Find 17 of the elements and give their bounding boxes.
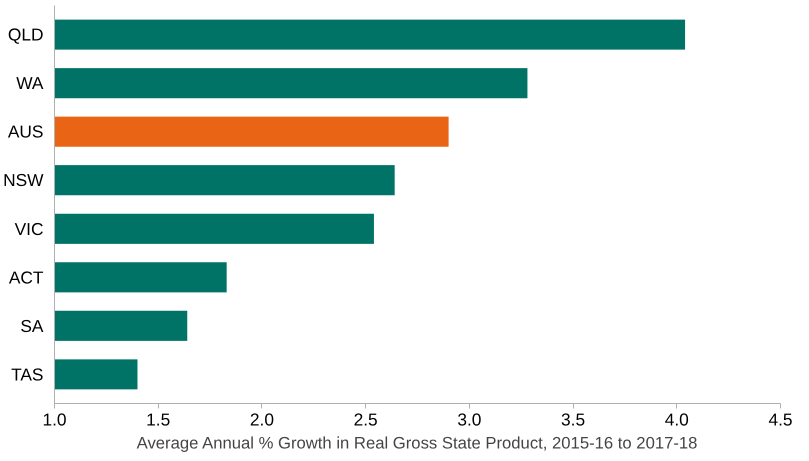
x-tick-label: 2.0 <box>250 410 274 430</box>
y-tick-label: NSW <box>3 170 44 190</box>
x-tick-label: 1.5 <box>146 410 170 430</box>
y-tick-label: QLD <box>8 24 44 45</box>
x-tick-label: 4.0 <box>664 410 689 430</box>
y-tick-label: SA <box>20 316 44 336</box>
x-tick-label: 3.5 <box>561 410 586 430</box>
y-tick-label: AUS <box>8 122 44 142</box>
x-axis-title: Average Annual % Growth in Real Gross State Product, 2015-16 to 2017-18 <box>136 434 698 452</box>
x-tick-label: 2.5 <box>354 410 378 430</box>
x-tick-label: 3.0 <box>457 410 482 430</box>
x-tick-label: 4.5 <box>768 410 793 430</box>
y-tick-label: TAS <box>11 364 44 384</box>
y-tick-label: VIC <box>14 218 44 239</box>
y-tick-label: WA <box>16 73 44 94</box>
x-tick-label: 1.0 <box>42 410 67 430</box>
y-tick-label: ACT <box>8 267 44 288</box>
